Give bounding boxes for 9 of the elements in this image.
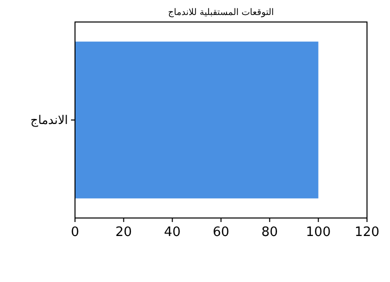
y-tick-label: الاندماج bbox=[30, 113, 68, 127]
x-tick-label: 120 bbox=[354, 225, 380, 240]
x-tick-label: 40 bbox=[164, 225, 181, 240]
chart-title: التوقعات المستقبلية للاندماج bbox=[168, 8, 274, 18]
x-tick-label: 100 bbox=[306, 225, 331, 240]
x-tick-label: 20 bbox=[115, 225, 132, 240]
x-tick-label: 60 bbox=[212, 225, 230, 240]
x-tick-label: 0 bbox=[70, 225, 80, 240]
x-tick-label: 80 bbox=[261, 225, 278, 240]
